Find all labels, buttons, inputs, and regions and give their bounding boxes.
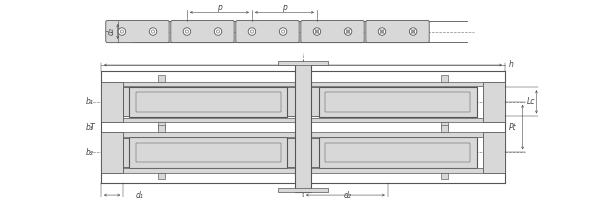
Bar — [123, 138, 297, 167]
Bar — [278, 61, 328, 65]
Circle shape — [281, 30, 284, 33]
Text: b₂: b₂ — [86, 148, 94, 157]
Bar — [295, 87, 469, 116]
Text: b₃: b₃ — [86, 123, 94, 132]
Bar — [319, 137, 476, 168]
Circle shape — [346, 30, 350, 33]
Circle shape — [118, 28, 125, 35]
Bar — [325, 92, 470, 112]
Text: d₂: d₂ — [343, 191, 352, 200]
Bar — [299, 75, 307, 82]
Bar — [295, 62, 311, 192]
Bar — [101, 132, 123, 173]
Text: p: p — [217, 3, 222, 12]
Text: d₂: d₂ — [299, 60, 307, 69]
Bar — [101, 82, 123, 122]
Bar — [441, 125, 448, 132]
Bar — [441, 75, 448, 82]
Circle shape — [380, 30, 383, 33]
Text: d₁: d₁ — [136, 191, 143, 200]
Bar — [483, 82, 505, 122]
Circle shape — [279, 28, 287, 35]
Bar — [158, 125, 165, 132]
Circle shape — [217, 30, 220, 33]
FancyBboxPatch shape — [301, 20, 364, 43]
Circle shape — [248, 28, 256, 35]
Circle shape — [313, 28, 321, 35]
FancyBboxPatch shape — [366, 20, 429, 43]
Text: h: h — [509, 60, 514, 69]
Bar — [158, 75, 165, 82]
Text: d₂: d₂ — [106, 28, 115, 35]
Bar — [441, 173, 448, 179]
Bar — [441, 122, 448, 129]
Circle shape — [151, 30, 155, 33]
Bar — [299, 125, 307, 132]
Bar — [299, 122, 307, 129]
Circle shape — [214, 28, 222, 35]
FancyBboxPatch shape — [106, 20, 169, 43]
Bar — [299, 173, 307, 179]
Bar — [129, 87, 287, 117]
Bar — [123, 87, 297, 116]
Text: Lc: Lc — [527, 97, 535, 106]
Bar — [483, 132, 505, 173]
Circle shape — [409, 28, 417, 35]
Bar — [158, 122, 165, 129]
Bar — [136, 92, 281, 112]
Text: T: T — [89, 123, 94, 132]
Text: p: p — [282, 3, 287, 12]
FancyBboxPatch shape — [171, 20, 234, 43]
Circle shape — [183, 28, 191, 35]
Circle shape — [316, 30, 319, 33]
Bar — [319, 87, 476, 117]
Circle shape — [250, 30, 254, 33]
Bar — [295, 138, 469, 167]
Bar — [136, 143, 281, 162]
Bar — [123, 132, 483, 137]
Circle shape — [149, 28, 157, 35]
Bar — [123, 118, 483, 122]
Bar — [278, 188, 328, 192]
Bar — [123, 82, 483, 86]
Bar — [158, 173, 165, 179]
Circle shape — [121, 30, 124, 33]
Text: b₁: b₁ — [86, 97, 94, 106]
Circle shape — [412, 30, 415, 33]
Text: Pt: Pt — [509, 123, 517, 132]
Bar — [129, 137, 287, 168]
Circle shape — [378, 28, 386, 35]
FancyBboxPatch shape — [236, 20, 299, 43]
Circle shape — [185, 30, 188, 33]
Bar — [123, 168, 483, 173]
Bar — [325, 143, 470, 162]
Circle shape — [344, 28, 352, 35]
